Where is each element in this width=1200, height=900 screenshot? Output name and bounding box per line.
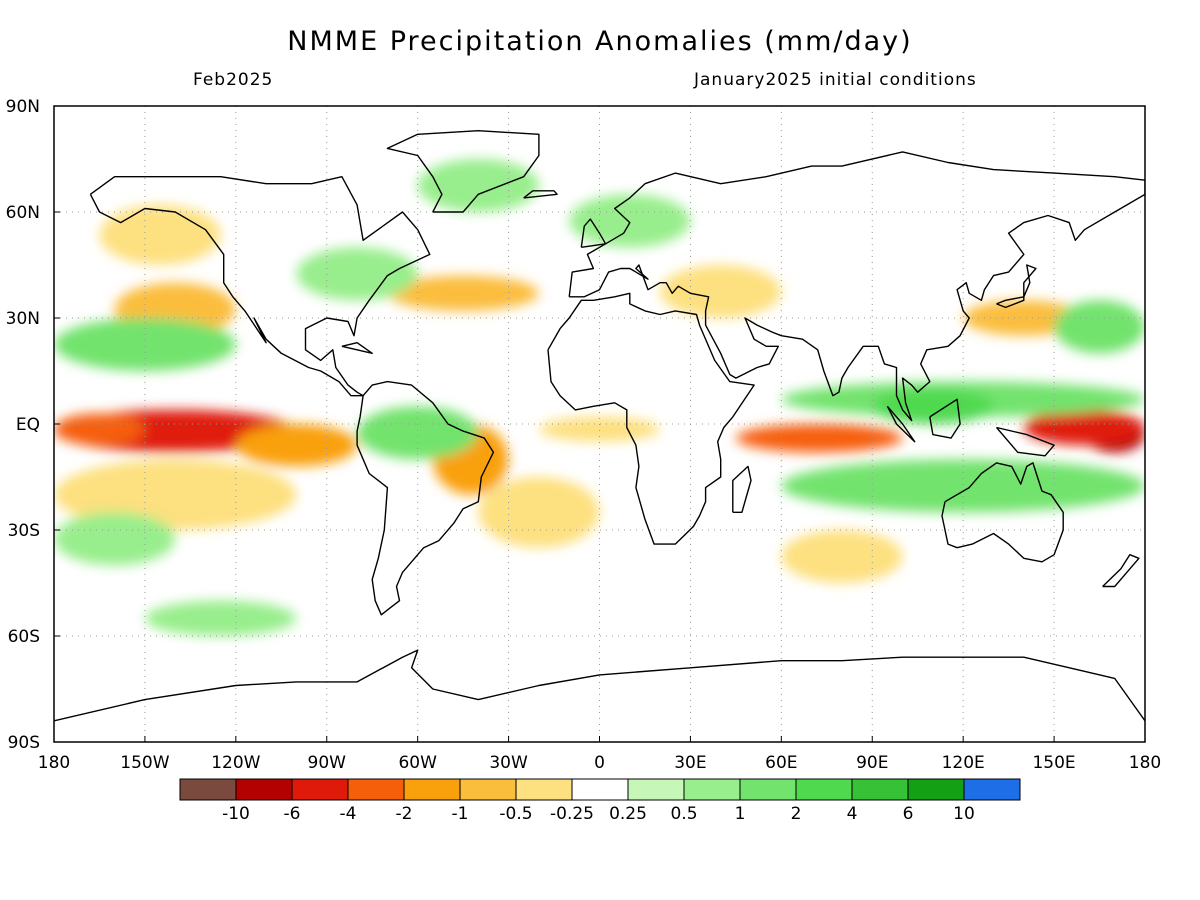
colorbar-box-6 [515, 778, 573, 801]
colorbar-label: 0.25 [609, 804, 647, 824]
x-tick-label: 30W [489, 753, 528, 773]
coastline-11 [580, 218, 607, 248]
y-tick-label: EQ [16, 415, 40, 435]
coastline-15 [341, 342, 373, 354]
y-tick-label: 30N [6, 309, 40, 329]
x-tick-label: 30E [674, 753, 706, 773]
colorbar-box-14 [963, 778, 1021, 801]
coastline-14 [523, 190, 558, 199]
coastline-5 [54, 649, 1145, 722]
anomaly-region-18 [357, 406, 479, 460]
colorbar-label: -10 [222, 804, 250, 824]
colorbar-box-0 [179, 778, 237, 801]
x-tick-label: 120W [211, 753, 260, 773]
colorbar-box-2 [291, 778, 349, 801]
colorbar-box-10 [739, 778, 797, 801]
colorbar: -10 -6 -4 -2 -1 -0.5 -0.25 0.25 0.5 1 2 4 6 10 [179, 778, 1021, 824]
anomaly-region-17 [54, 318, 236, 371]
anomaly-region-22 [872, 388, 994, 425]
coastline-1 [356, 380, 495, 616]
anomaly-region-6 [235, 424, 358, 467]
anomaly-region-21 [1054, 300, 1145, 354]
colorbar-box-11 [795, 778, 853, 801]
y-tick-label: 90N [6, 97, 40, 117]
x-tick-label: 150E [1032, 753, 1075, 773]
colorbar-label: -0.25 [550, 804, 594, 824]
forecast-month: Feb2025 [193, 70, 274, 90]
anomaly-region-20 [781, 459, 1145, 513]
colorbar-box-12 [851, 778, 909, 801]
x-tick-label: 120E [942, 753, 985, 773]
coastline-4 [941, 462, 1064, 563]
colorbar-box-5 [459, 778, 517, 801]
colorbar-label: -2 [396, 804, 413, 824]
colorbar-label: 10 [953, 804, 975, 824]
colorbar-box-1 [235, 778, 293, 801]
x-tick-label: 60W [398, 753, 437, 773]
x-tick-label: 180 [38, 753, 70, 773]
colorbar-label: -6 [284, 804, 301, 824]
anomaly-region-12 [538, 416, 661, 442]
x-tick-label: 60E [765, 753, 797, 773]
x-tick-label: 0 [594, 753, 605, 773]
anomaly-region-1 [54, 413, 145, 446]
initial-conditions: January2025 initial conditions [694, 70, 977, 90]
anomaly-region-15 [781, 530, 903, 583]
coastline-7 [732, 465, 752, 513]
y-tick-label: 60N [6, 203, 40, 223]
colorbar-box-3 [347, 778, 405, 801]
colorbar-label: 4 [847, 804, 858, 824]
colorbar-label: -1 [452, 804, 469, 824]
colorbar-box-4 [403, 778, 461, 801]
anomaly-region-26 [144, 600, 297, 636]
x-tick-label: 90E [856, 753, 888, 773]
y-tick-label: 90S [8, 733, 40, 753]
coastline-6 [386, 129, 540, 213]
anomaly-region-23 [569, 194, 691, 248]
x-tick-label: 180 [1129, 753, 1161, 773]
anomaly-shading [54, 159, 1145, 636]
latitude-axis: 90N 60N 30N EQ 30S 60S 90S [6, 97, 60, 753]
anomaly-region-13 [660, 265, 782, 318]
gridlines [54, 106, 1145, 742]
coastlines [54, 129, 1145, 722]
colorbar-label: 0.5 [670, 804, 697, 824]
colorbar-box-9 [683, 778, 741, 801]
x-tick-label: 150W [120, 753, 169, 773]
coastline-8 [886, 405, 916, 443]
coastline-0 [89, 175, 431, 397]
anomaly-region-8 [387, 275, 539, 311]
anomaly-region-4 [735, 424, 903, 453]
coastline-13 [1102, 554, 1140, 588]
anomaly-region-16 [99, 204, 221, 265]
coastline-9 [929, 398, 961, 439]
anomaly-region-24 [296, 247, 418, 301]
anomaly-region-11 [54, 459, 297, 530]
colorbar-label: 1 [735, 804, 746, 824]
colorbar-box-8 [627, 778, 685, 801]
colorbar-box-7 [571, 778, 629, 801]
colorbar-box-13 [907, 778, 965, 801]
coastline-12 [995, 426, 1055, 457]
colorbar-label: -4 [340, 804, 357, 824]
coastline-2 [547, 292, 755, 545]
coastline-3 [568, 151, 1145, 422]
longitude-axis: 180 150W 120W 90W 60W 30W 0 30E 60E 90E 120E 150E 18… [38, 736, 1161, 773]
anomaly-region-27 [417, 159, 539, 212]
x-tick-label: 90W [308, 753, 347, 773]
map-title: NMME Precipitation Anomalies (mm/day) [287, 26, 913, 57]
colorbar-label: 2 [791, 804, 802, 824]
anomaly-region-25 [54, 512, 176, 566]
colorbar-label: 6 [903, 804, 914, 824]
y-tick-label: 30S [8, 521, 40, 541]
colorbar-label: -0.5 [499, 804, 532, 824]
y-tick-label: 60S [8, 627, 40, 647]
coastline-10 [996, 264, 1037, 309]
anomaly-region-14 [478, 476, 600, 548]
